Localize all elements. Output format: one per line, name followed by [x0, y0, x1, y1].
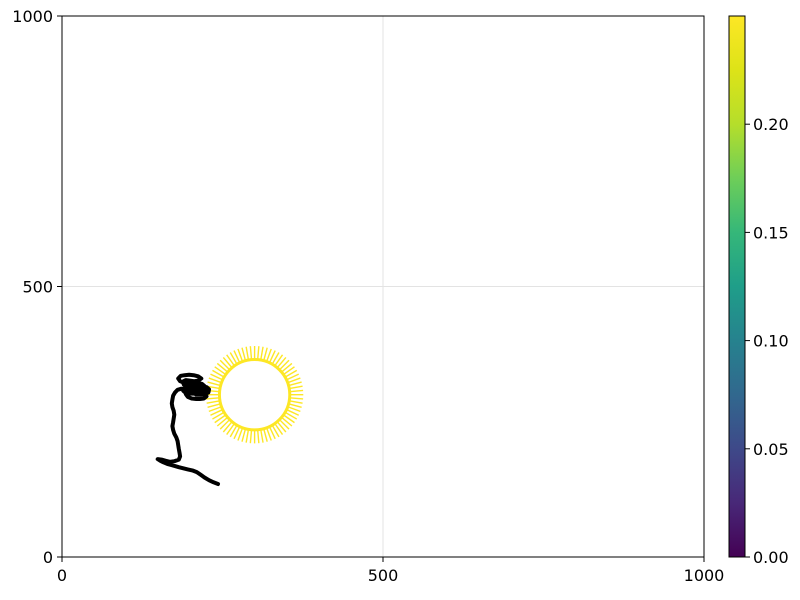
vector-arrow [241, 347, 247, 361]
vector-arrow [226, 354, 236, 367]
vector-field [205, 346, 304, 444]
vector-arrow [249, 429, 253, 444]
x-tick-label: 1000 [684, 566, 725, 585]
vector-arrow [274, 423, 284, 435]
colorbar-tick-label: 0.10 [753, 332, 789, 351]
vector-arrow [271, 424, 280, 438]
vector-arrow [265, 427, 272, 441]
vector-arrow [222, 356, 233, 369]
vector-arrow [278, 419, 290, 430]
vector-arrow [219, 419, 231, 430]
vector-arrow [216, 362, 229, 373]
vector-arrow [268, 350, 276, 364]
vector-arrow [229, 424, 238, 438]
colorbar-tick-label: 0.00 [753, 548, 789, 567]
colorbar-tick-label: 0.05 [753, 440, 789, 459]
vector-arrow [288, 381, 302, 387]
y-tick-label: 1000 [12, 7, 53, 26]
vector-arrow [229, 352, 238, 365]
vector-arrow [206, 400, 221, 404]
vector-arrow [276, 356, 287, 369]
y-tick-label: 500 [22, 278, 53, 297]
plot-area: 0 500 1000 0 500 1000 [12, 7, 724, 585]
grid-lines [62, 16, 704, 557]
vector-arrow [256, 346, 260, 360]
vector-arrow [237, 427, 244, 441]
vector-arrow [214, 366, 227, 376]
vector-arrow [207, 381, 221, 387]
vector-arrow [260, 429, 264, 443]
vector-arrow [289, 400, 303, 404]
colorbar-bar [728, 15, 746, 558]
vector-arrow [233, 426, 241, 440]
vector-arrow [289, 397, 304, 400]
vector-arrow [214, 414, 227, 424]
vector-arrow [216, 416, 229, 427]
vector-arrow [271, 352, 280, 365]
x-tick-label: 0 [57, 566, 67, 585]
vector-arrow [287, 406, 301, 413]
series-group [155, 372, 220, 486]
vector-arrow [283, 414, 295, 424]
x-tick-label: 500 [368, 566, 399, 585]
vector-arrow [212, 369, 225, 378]
y-tick-label: 0 [43, 548, 53, 567]
vector-arrow [207, 403, 221, 408]
vector-arrow [241, 428, 247, 442]
vector-arrow [222, 421, 233, 433]
vector-arrow [226, 423, 236, 435]
vector-arrow [233, 350, 241, 364]
x-axis: 0 500 1000 [57, 557, 724, 585]
vector-arrow [263, 347, 268, 361]
vector-arrow [287, 377, 301, 384]
vector-arrow [212, 411, 225, 420]
vector-arrow [245, 429, 250, 443]
vector-arrow [249, 346, 253, 360]
vector-arrow [256, 429, 260, 444]
vector-arrow [284, 369, 298, 378]
vector-arrow [286, 408, 300, 416]
vector-arrow [283, 366, 295, 376]
vector-arrow [245, 346, 250, 361]
vector-arrow [265, 348, 272, 362]
vector-arrow [208, 406, 222, 413]
vector-arrow [210, 373, 224, 381]
vector-arrow [260, 346, 264, 361]
colorbar-tick-label: 0.15 [753, 223, 789, 242]
vector-arrow [208, 377, 222, 384]
vector-arrow [274, 354, 284, 367]
vector-arrow [237, 348, 244, 362]
vector-arrow [210, 408, 224, 416]
vector-arrow [288, 403, 302, 408]
vector-arrow [289, 385, 303, 390]
vector-arrow [286, 373, 300, 381]
vector-arrow [281, 362, 293, 373]
vector-arrow [281, 416, 293, 427]
vector-arrow [284, 411, 298, 420]
vector-arrow [278, 359, 290, 371]
vector-arrow [289, 389, 304, 393]
vector-arrow [263, 428, 268, 442]
colorbar-tick-label: 0.20 [753, 115, 789, 134]
vector-arrow [219, 359, 231, 371]
vector-ring [217, 358, 292, 432]
vector-arrow [206, 397, 220, 400]
vector-arrow [276, 421, 287, 433]
y-axis: 0 500 1000 [12, 7, 62, 567]
colorbar: 0.00 0.05 0.10 0.15 0.20 [728, 15, 789, 567]
trajectory-line [155, 372, 220, 486]
colorbar-ticks: 0.00 0.05 0.10 0.15 0.20 [745, 115, 789, 567]
vector-arrow [268, 426, 276, 440]
